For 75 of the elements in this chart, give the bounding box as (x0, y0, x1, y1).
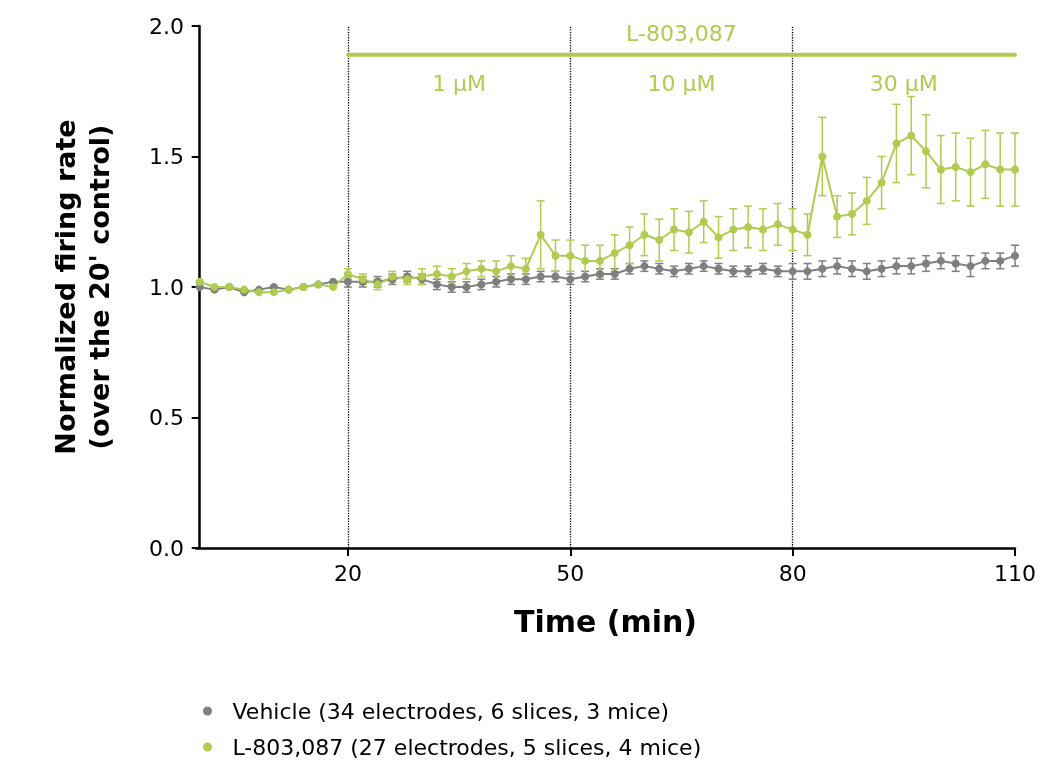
point (1011, 165, 1019, 174)
point (640, 230, 649, 239)
point (818, 264, 827, 273)
legend-label: L-803,087 (27 electrodes, 5 slices, 4 mice) (232, 734, 702, 760)
point (862, 196, 871, 205)
point (862, 267, 871, 276)
point (492, 267, 501, 276)
point (595, 256, 604, 265)
point (670, 225, 679, 234)
annotation: 30 µM (869, 70, 938, 96)
y-tick-label: 1.5 (149, 144, 184, 169)
point (625, 241, 634, 250)
point (803, 230, 812, 239)
point (966, 262, 975, 271)
point (566, 251, 575, 260)
x-tick-label: 50 (556, 560, 585, 586)
point (936, 165, 945, 174)
point (833, 262, 842, 271)
point (744, 222, 753, 231)
point (447, 272, 456, 281)
point (847, 209, 856, 218)
point (773, 220, 782, 229)
x-tick-label: 80 (778, 560, 807, 586)
point (699, 217, 708, 226)
point (462, 267, 471, 276)
point (907, 131, 916, 140)
point (684, 228, 693, 237)
point (803, 267, 812, 276)
point (507, 262, 515, 271)
point (996, 165, 1005, 174)
point (536, 230, 545, 239)
point (788, 225, 797, 234)
point (981, 160, 990, 169)
x-tick-label: 20 (333, 560, 362, 586)
y-axis-title: Normalized firing rate (over the 20' control) (49, 119, 115, 455)
y-tick-label: 0.5 (149, 405, 184, 430)
point (195, 277, 204, 286)
point (818, 152, 827, 161)
y-tick-label: 2.0 (149, 13, 184, 39)
point (892, 262, 901, 271)
point (477, 264, 486, 273)
point (551, 251, 560, 260)
point (922, 147, 931, 156)
point (951, 162, 960, 171)
point (269, 288, 278, 297)
point (655, 236, 664, 245)
point (907, 262, 916, 271)
point (936, 256, 945, 265)
point (432, 269, 441, 278)
point (951, 259, 960, 268)
point (996, 256, 1005, 265)
annotation: 10 µM (647, 70, 716, 96)
point (610, 249, 619, 258)
legend-label: Vehicle (34 electrodes, 6 slices, 3 mice) (232, 698, 670, 724)
point (714, 233, 723, 242)
point (892, 139, 901, 148)
x-axis-title: Time (min) (513, 603, 698, 639)
annotation: 1 µM (432, 70, 487, 96)
x-tick-label: 110 (994, 560, 1036, 586)
y-tick-label: 0.0 (149, 535, 184, 561)
point (759, 225, 767, 234)
point (877, 178, 886, 187)
point (581, 256, 590, 265)
point (833, 212, 842, 221)
point (847, 264, 856, 273)
point (922, 259, 931, 268)
point (788, 267, 797, 276)
point (966, 168, 975, 177)
point (729, 225, 738, 234)
point (981, 256, 990, 265)
point (1011, 251, 1019, 260)
point (877, 264, 886, 273)
y-tick-label: 1.0 (149, 274, 184, 300)
point (521, 264, 530, 273)
annotation: L-803,087 (626, 21, 737, 47)
